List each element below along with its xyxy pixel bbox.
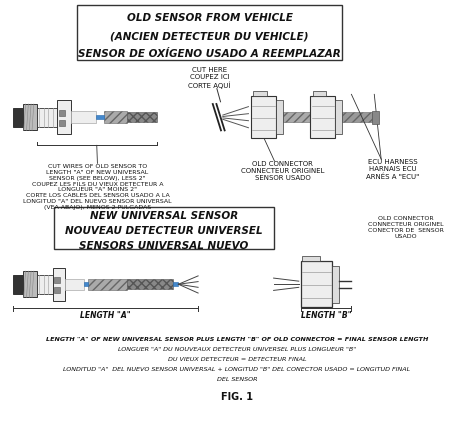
Bar (276, 101, 283, 134)
Text: CUT HERE
COUPEZ ICI
CORTE AQUÍ: CUT HERE COUPEZ ICI CORTE AQUÍ (188, 67, 231, 89)
Bar (59, 110, 65, 116)
Text: OLD CONNECTOR
CONNECTEUR ORIGINEL
CONECTOR DE  SENSOR
USADO: OLD CONNECTOR CONNECTEUR ORIGINEL CONECT… (368, 216, 444, 239)
Text: ECU HARNESS
HARNAIS ECU
ARNÉS A "ECU": ECU HARNESS HARNAIS ECU ARNÉS A "ECU" (366, 159, 419, 179)
Bar (71, 112, 96, 123)
Bar (55, 287, 60, 293)
Text: OLD CONNECTOR
CONNECTEUR ORIGINEL
SENSOR USADO: OLD CONNECTOR CONNECTEUR ORIGINEL SENSOR… (241, 161, 325, 181)
Text: LENGTH "A" OF NEW UNIVERSAL SENSOR PLUS LENGTH "B" OF OLD CONNECTOR = FINAL SENS: LENGTH "A" OF NEW UNIVERSAL SENSOR PLUS … (46, 337, 428, 342)
Text: NEW UNIVERSAL SENSOR: NEW UNIVERSAL SENSOR (90, 211, 238, 221)
Bar (127, 280, 173, 289)
Bar (96, 116, 104, 119)
Bar (77, 5, 342, 60)
Text: LONDITUD "A"  DEL NUEVO SENSOR UNIVERSAL + LONGITUD "B" DEL CONECTOR USADO = LON: LONDITUD "A" DEL NUEVO SENSOR UNIVERSAL … (64, 367, 410, 372)
Bar (372, 111, 379, 124)
Bar (55, 277, 60, 284)
Text: LENGTH "A": LENGTH "A" (80, 311, 131, 321)
Bar (36, 275, 53, 294)
Bar (53, 268, 65, 301)
Bar (65, 279, 84, 290)
Bar (59, 120, 65, 126)
Text: SENSOR DE OXÍGENO USADO A REEMPLAZAR: SENSOR DE OXÍGENO USADO A REEMPLAZAR (78, 49, 341, 59)
Text: OLD SENSOR FROM VEHICLE: OLD SENSOR FROM VEHICLE (127, 14, 292, 23)
Bar (310, 96, 336, 138)
Text: (ANCIEN DETECTEUR DU VEHICLE): (ANCIEN DETECTEUR DU VEHICLE) (110, 31, 309, 41)
Text: DEL SENSOR: DEL SENSOR (217, 377, 257, 382)
Bar (342, 112, 372, 122)
Bar (251, 96, 276, 138)
Text: DU VIEUX DETECTEUR = DETECTEUR FINAL: DU VIEUX DETECTEUR = DETECTEUR FINAL (168, 357, 306, 362)
Bar (57, 101, 71, 134)
Bar (36, 108, 57, 127)
Text: LENGTH "B": LENGTH "B" (301, 311, 352, 321)
Bar (54, 207, 273, 249)
Bar (84, 283, 88, 286)
Text: LONGUER "A" DU NOUVEAUX DETECTEUR UNIVERSEL PLUS LONGUEUR "B": LONGUER "A" DU NOUVEAUX DETECTEUR UNIVER… (118, 347, 356, 352)
Bar (104, 112, 127, 123)
Bar (301, 262, 332, 307)
Bar (13, 108, 23, 127)
Text: FIG. 1: FIG. 1 (221, 392, 253, 402)
Bar (23, 271, 36, 297)
Text: CUT WIRES OF OLD SENSOR TO
LENGTH "A" OF NEW UNIVERSAL
SENSOR (SEE BELOW), LESS : CUT WIRES OF OLD SENSOR TO LENGTH "A" OF… (23, 164, 172, 210)
Bar (302, 256, 320, 262)
Bar (88, 279, 127, 290)
Text: SENSORS UNIVERSAL NUEVO: SENSORS UNIVERSAL NUEVO (79, 241, 248, 251)
Bar (332, 266, 338, 303)
Bar (173, 283, 178, 286)
Bar (13, 275, 23, 294)
Bar (336, 101, 342, 134)
Bar (23, 104, 36, 131)
Text: NOUVEAU DETECTEUR UNIVERSEL: NOUVEAU DETECTEUR UNIVERSEL (65, 226, 263, 236)
Bar (283, 112, 310, 122)
Bar (127, 112, 157, 122)
Bar (253, 91, 267, 96)
Bar (312, 91, 326, 96)
